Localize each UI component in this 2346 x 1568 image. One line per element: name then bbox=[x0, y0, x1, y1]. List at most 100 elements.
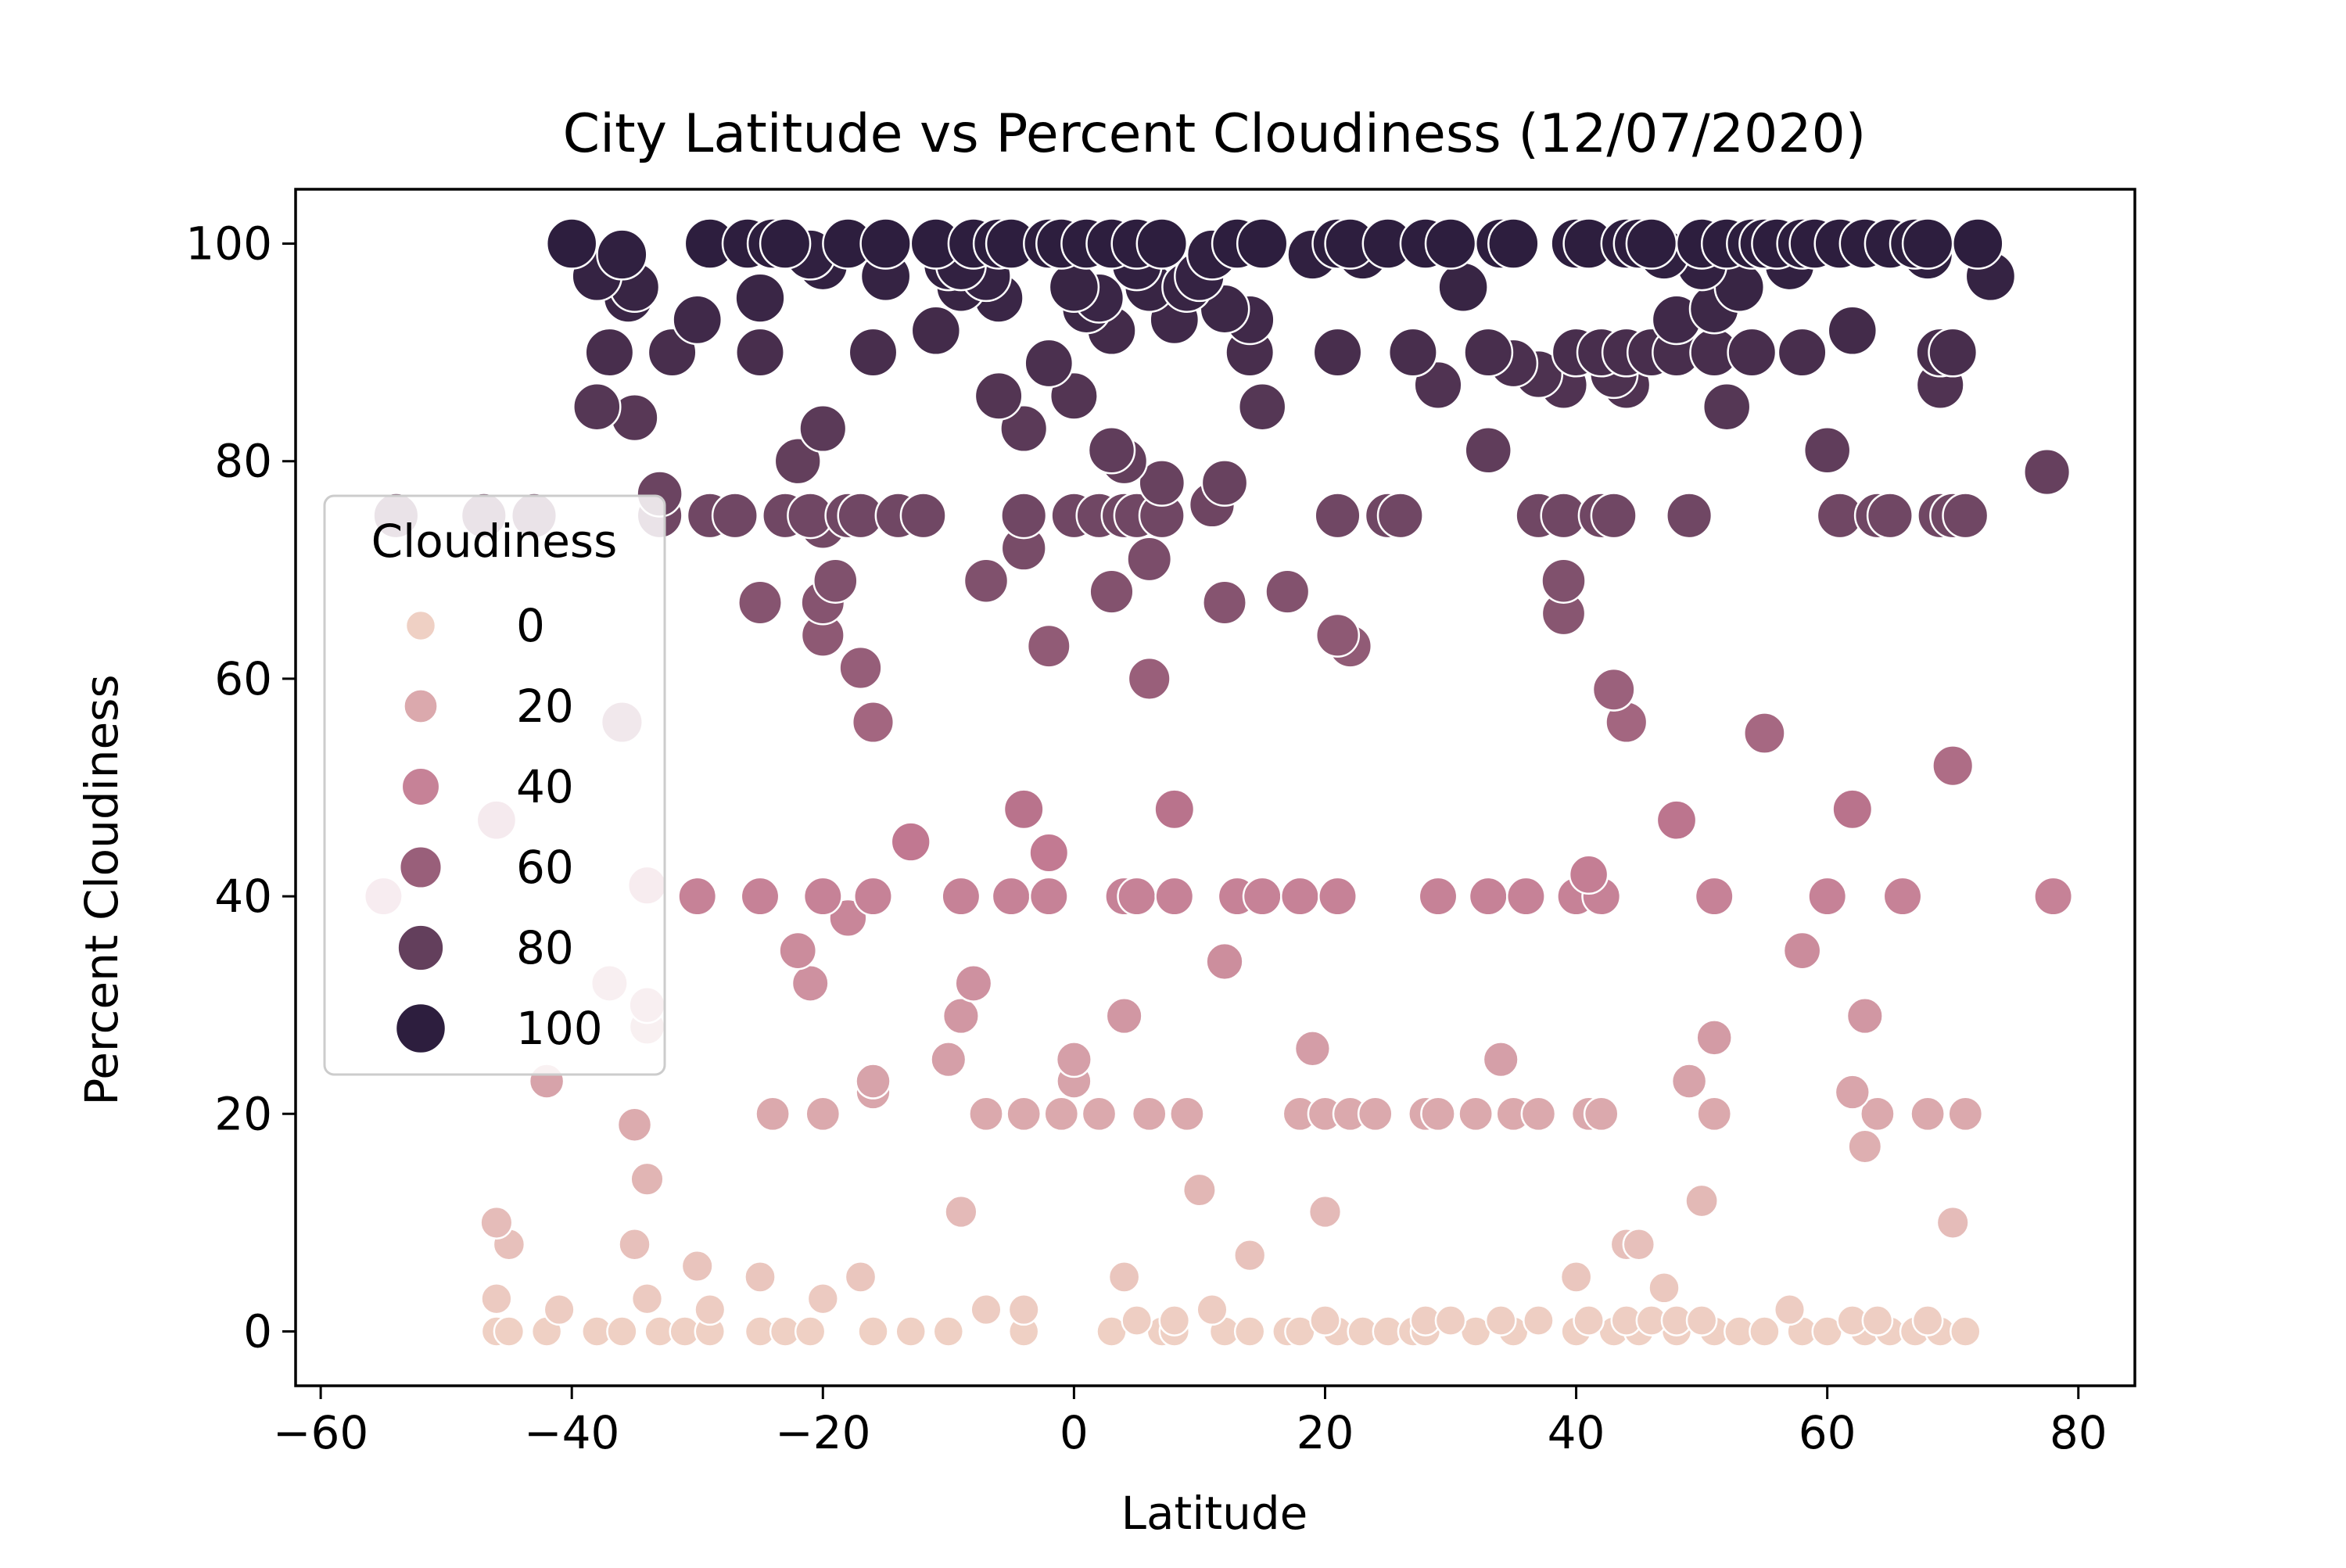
legend-label: 0 bbox=[516, 599, 545, 652]
data-point bbox=[1154, 876, 1195, 917]
data-point bbox=[711, 492, 759, 540]
data-point bbox=[1464, 426, 1512, 475]
data-point bbox=[1121, 1304, 1153, 1337]
data-point bbox=[1935, 1205, 1970, 1240]
data-point bbox=[1468, 876, 1508, 917]
data-point bbox=[802, 876, 843, 917]
x-tick-label: −60 bbox=[273, 1406, 368, 1459]
x-tick-label: −40 bbox=[524, 1406, 619, 1459]
data-point bbox=[1749, 1315, 1781, 1347]
data-point bbox=[1233, 1315, 1266, 1347]
data-point bbox=[1901, 217, 1954, 270]
data-point bbox=[737, 579, 783, 626]
data-point bbox=[479, 1205, 514, 1240]
data-point bbox=[493, 1315, 526, 1347]
data-point bbox=[1418, 876, 1458, 917]
data-point bbox=[1357, 1096, 1394, 1132]
data-point bbox=[1866, 492, 1914, 540]
data-point bbox=[1202, 579, 1247, 626]
legend-marker bbox=[403, 688, 439, 724]
x-tick-label: 0 bbox=[1060, 1406, 1089, 1459]
y-tick-label: 100 bbox=[185, 217, 272, 271]
data-point bbox=[1950, 1315, 1982, 1347]
data-point bbox=[1153, 788, 1196, 831]
data-point bbox=[740, 876, 780, 917]
data-point bbox=[848, 327, 899, 378]
data-point bbox=[1437, 261, 1489, 313]
y-tick-label: 80 bbox=[214, 435, 272, 488]
data-point bbox=[1264, 569, 1311, 615]
data-point bbox=[1318, 876, 1358, 917]
data-point bbox=[855, 1063, 891, 1100]
data-point bbox=[480, 1283, 513, 1315]
data-point bbox=[1107, 1261, 1141, 1294]
data-point bbox=[1081, 1096, 1117, 1132]
data-point bbox=[773, 437, 822, 486]
y-tick-label: 40 bbox=[214, 870, 272, 923]
legend-box bbox=[323, 494, 666, 1076]
data-point bbox=[1158, 1304, 1191, 1337]
data-point bbox=[1622, 1227, 1656, 1261]
data-point bbox=[1196, 1294, 1229, 1326]
data-point bbox=[968, 1096, 1004, 1132]
data-point bbox=[1591, 667, 1636, 712]
data-point bbox=[974, 371, 1024, 421]
legend-label: 100 bbox=[516, 1002, 603, 1055]
data-point bbox=[630, 1161, 665, 1197]
data-point bbox=[1135, 217, 1189, 270]
data-point bbox=[1308, 1194, 1343, 1229]
data-point bbox=[616, 1107, 653, 1143]
data-point bbox=[944, 1194, 978, 1229]
data-point bbox=[1666, 492, 1713, 540]
data-point bbox=[853, 876, 893, 917]
data-point bbox=[744, 1261, 777, 1294]
data-point bbox=[1007, 1294, 1040, 1326]
data-point bbox=[844, 1261, 877, 1294]
legend: Cloudiness 0 20 40 60 80 100 bbox=[323, 494, 666, 1076]
data-point bbox=[1424, 217, 1477, 270]
data-point bbox=[899, 492, 947, 540]
data-point bbox=[1314, 492, 1361, 540]
data-point bbox=[910, 305, 962, 357]
data-point bbox=[1105, 997, 1143, 1035]
data-point bbox=[618, 1227, 651, 1261]
data-point bbox=[895, 1315, 927, 1347]
data-point bbox=[798, 404, 848, 454]
data-point bbox=[1205, 942, 1244, 981]
data-point bbox=[963, 558, 1010, 604]
data-point bbox=[1573, 1304, 1605, 1337]
data-point bbox=[1169, 1096, 1205, 1132]
data-point bbox=[1773, 1294, 1806, 1326]
data-point bbox=[606, 1315, 638, 1347]
data-point bbox=[1043, 1096, 1080, 1132]
data-point bbox=[1482, 1041, 1519, 1078]
data-point bbox=[1087, 426, 1136, 475]
data-points bbox=[363, 217, 2074, 1347]
data-point bbox=[677, 876, 718, 917]
data-point bbox=[1523, 1304, 1555, 1337]
data-point bbox=[735, 327, 785, 378]
x-tick-label: −20 bbox=[775, 1406, 870, 1459]
data-point bbox=[1028, 876, 1069, 917]
data-point bbox=[1648, 1272, 1681, 1304]
legend-marker bbox=[400, 766, 441, 807]
data-point bbox=[812, 558, 859, 604]
data-point bbox=[572, 382, 622, 432]
data-point bbox=[672, 294, 723, 346]
data-point bbox=[2033, 876, 2074, 917]
data-point bbox=[1182, 1172, 1217, 1207]
data-point bbox=[1861, 1304, 1894, 1337]
data-point bbox=[1420, 1096, 1456, 1132]
data-point bbox=[838, 645, 883, 691]
data-point bbox=[1541, 558, 1587, 604]
legend-marker bbox=[394, 1002, 447, 1055]
data-point bbox=[1782, 931, 1822, 971]
data-point bbox=[1387, 327, 1438, 378]
data-point bbox=[930, 1041, 967, 1078]
data-point bbox=[1376, 492, 1424, 540]
y-tick-label: 0 bbox=[243, 1304, 272, 1358]
data-point bbox=[1131, 1096, 1168, 1132]
data-point bbox=[851, 700, 895, 745]
data-point bbox=[1696, 1096, 1733, 1132]
